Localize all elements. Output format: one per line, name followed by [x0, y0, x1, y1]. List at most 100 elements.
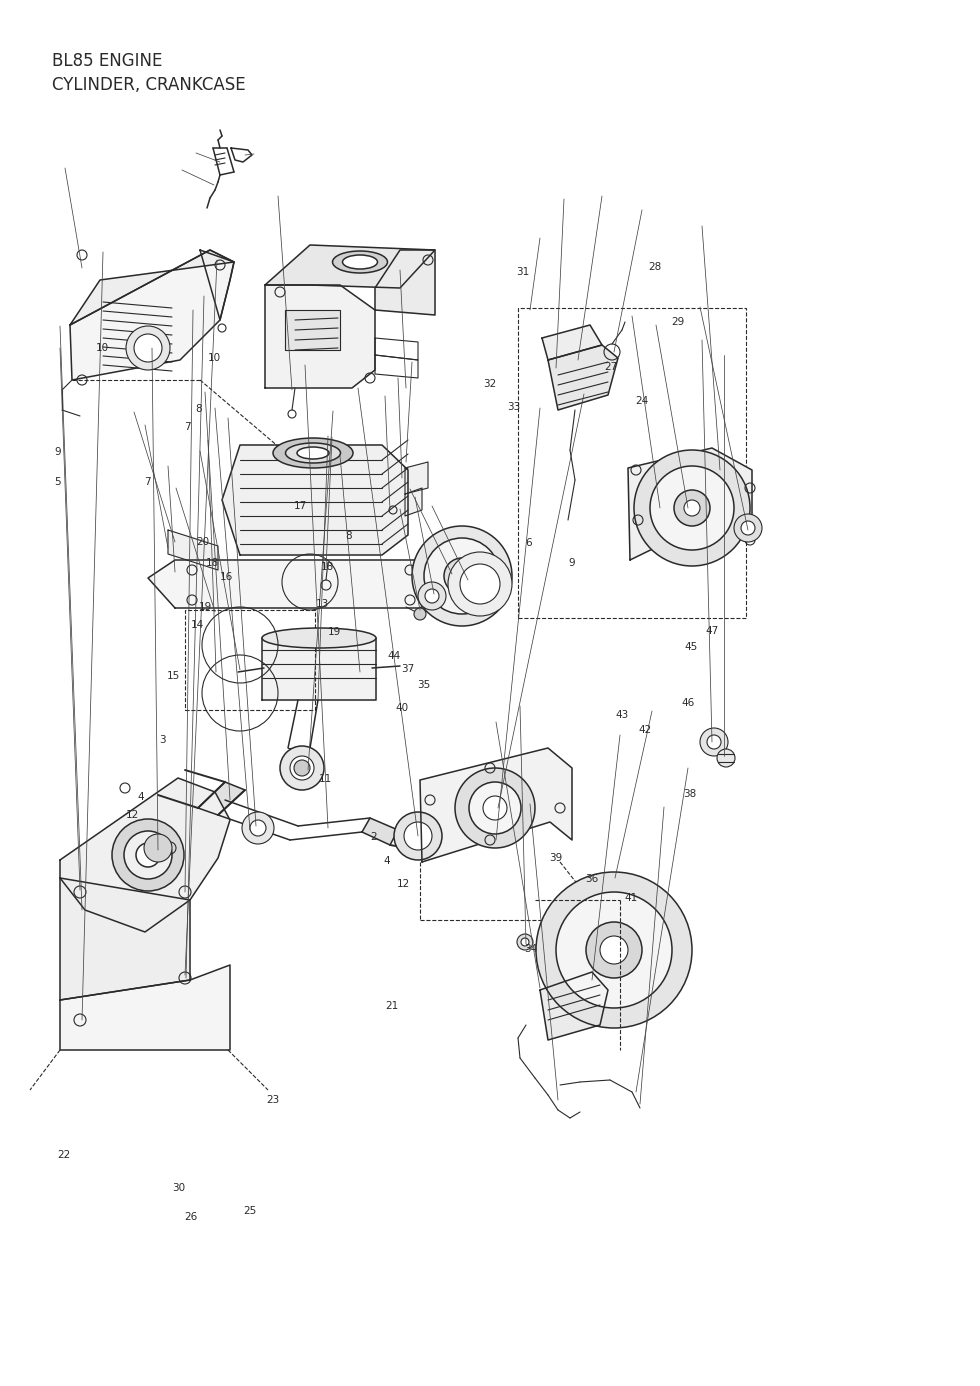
Text: 3: 3: [159, 735, 166, 746]
Text: 14: 14: [191, 620, 205, 631]
Text: BL85 ENGINE: BL85 ENGINE: [52, 53, 163, 71]
Circle shape: [454, 568, 470, 584]
Text: 32: 32: [483, 378, 497, 389]
Circle shape: [448, 552, 512, 615]
Ellipse shape: [285, 444, 340, 463]
Text: 16: 16: [220, 571, 233, 582]
Polygon shape: [262, 638, 376, 700]
Ellipse shape: [332, 251, 387, 273]
Text: 17: 17: [294, 500, 308, 511]
Text: 19: 19: [327, 626, 341, 638]
Text: 35: 35: [417, 679, 431, 690]
Text: 18: 18: [206, 557, 220, 568]
Circle shape: [425, 589, 439, 603]
Circle shape: [734, 514, 762, 542]
Circle shape: [126, 326, 170, 370]
Text: 4: 4: [383, 855, 390, 866]
Circle shape: [404, 822, 432, 850]
Text: 24: 24: [635, 395, 649, 406]
Circle shape: [280, 746, 324, 790]
Text: 9: 9: [54, 446, 61, 457]
Polygon shape: [542, 324, 602, 360]
Polygon shape: [405, 488, 422, 516]
Circle shape: [112, 819, 184, 891]
Circle shape: [483, 796, 507, 821]
Circle shape: [700, 728, 728, 755]
Circle shape: [460, 564, 500, 604]
Polygon shape: [70, 249, 234, 324]
Circle shape: [418, 582, 446, 610]
Text: 8: 8: [195, 403, 202, 414]
Bar: [185, 610, 315, 710]
Circle shape: [717, 748, 735, 766]
Circle shape: [290, 755, 314, 780]
Circle shape: [600, 936, 628, 965]
Text: 20: 20: [196, 536, 209, 547]
Circle shape: [412, 527, 512, 626]
Circle shape: [674, 491, 710, 527]
Circle shape: [124, 832, 172, 879]
Text: 33: 33: [507, 402, 520, 413]
Text: CYLINDER, CRANKCASE: CYLINDER, CRANKCASE: [52, 76, 246, 94]
Text: 10: 10: [96, 342, 109, 353]
Ellipse shape: [342, 255, 377, 269]
Polygon shape: [362, 818, 398, 845]
Circle shape: [556, 893, 672, 1008]
Text: 22: 22: [57, 1149, 71, 1160]
Circle shape: [250, 821, 266, 836]
Circle shape: [444, 559, 480, 595]
Circle shape: [707, 735, 721, 748]
Text: 27: 27: [605, 362, 618, 373]
Polygon shape: [405, 462, 428, 493]
Text: 30: 30: [172, 1182, 185, 1193]
Circle shape: [134, 334, 162, 362]
Circle shape: [586, 922, 642, 979]
Polygon shape: [60, 965, 230, 1051]
Text: 39: 39: [549, 852, 563, 863]
Polygon shape: [285, 310, 340, 351]
Text: 19: 19: [199, 602, 213, 613]
Text: 21: 21: [385, 1001, 399, 1012]
Circle shape: [294, 760, 310, 776]
Text: 34: 34: [524, 944, 538, 955]
Text: 46: 46: [681, 697, 695, 708]
Text: 25: 25: [243, 1206, 257, 1217]
Text: 42: 42: [638, 725, 652, 736]
Text: 11: 11: [318, 773, 332, 784]
Text: 26: 26: [184, 1211, 198, 1222]
Polygon shape: [548, 345, 618, 410]
Text: 9: 9: [568, 557, 575, 568]
Text: 7: 7: [144, 477, 151, 488]
Circle shape: [517, 934, 533, 949]
Text: 28: 28: [648, 262, 662, 273]
Text: 23: 23: [267, 1095, 280, 1106]
Circle shape: [394, 812, 442, 859]
Ellipse shape: [297, 448, 329, 459]
Text: 41: 41: [624, 893, 638, 904]
Circle shape: [455, 768, 535, 848]
Text: 6: 6: [525, 538, 532, 549]
Text: 38: 38: [683, 789, 697, 800]
Text: 31: 31: [516, 266, 530, 277]
Polygon shape: [198, 782, 245, 815]
Text: 5: 5: [54, 477, 61, 488]
Circle shape: [144, 834, 172, 862]
Circle shape: [684, 500, 700, 516]
Text: 36: 36: [585, 873, 599, 884]
Circle shape: [242, 812, 274, 844]
Text: 12: 12: [125, 809, 139, 821]
Circle shape: [414, 608, 426, 620]
Text: 7: 7: [184, 421, 191, 432]
Text: 47: 47: [706, 625, 719, 636]
Text: 37: 37: [401, 664, 415, 675]
Text: 2: 2: [370, 832, 377, 843]
Text: 44: 44: [387, 650, 401, 661]
Circle shape: [634, 450, 750, 565]
Text: 43: 43: [615, 710, 629, 721]
Circle shape: [650, 466, 734, 550]
Text: 15: 15: [167, 671, 180, 682]
Text: 40: 40: [395, 703, 408, 714]
Polygon shape: [628, 448, 752, 560]
Circle shape: [469, 782, 521, 834]
Polygon shape: [375, 249, 435, 315]
